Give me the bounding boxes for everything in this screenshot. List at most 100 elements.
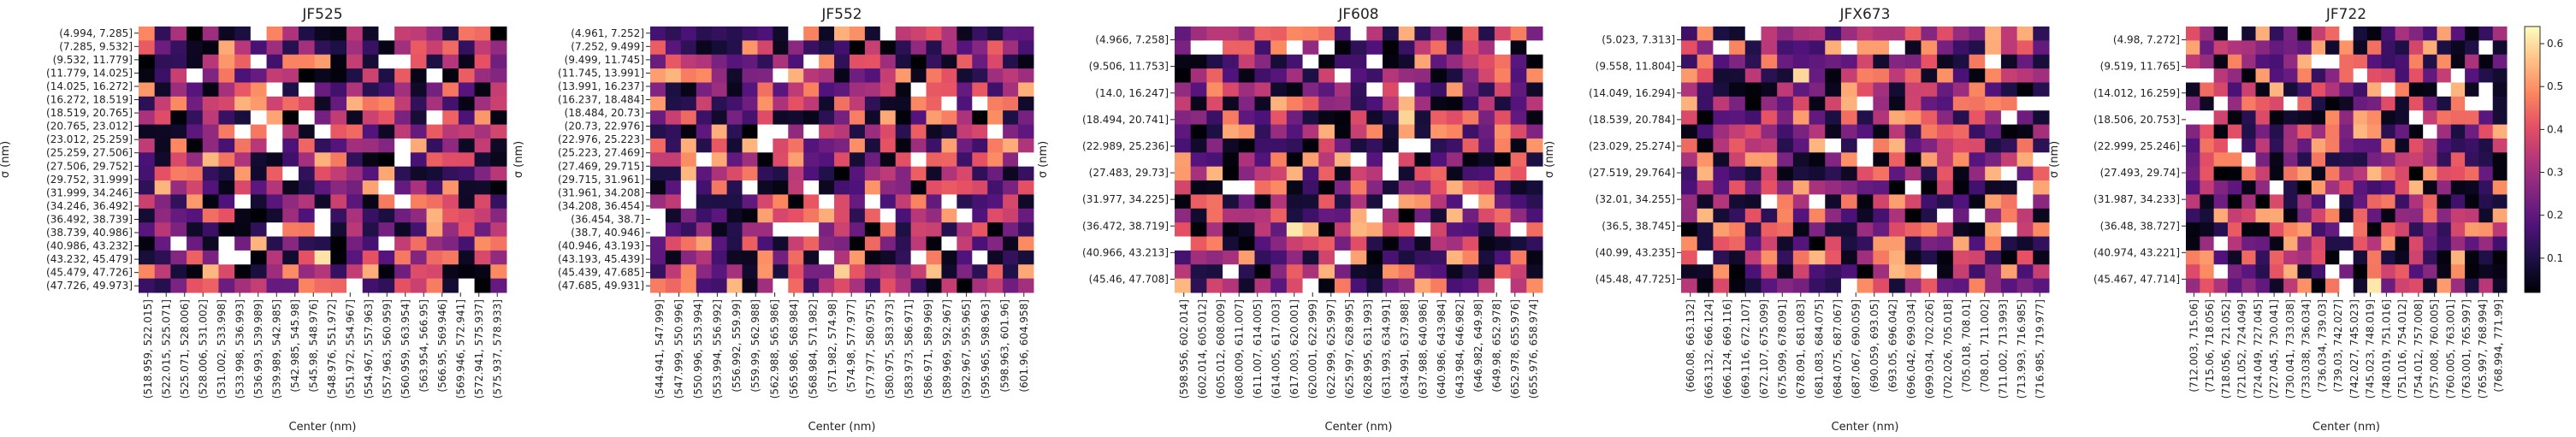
heatmap-cell [1729,68,1746,83]
heatmap-cell [1889,166,1906,181]
heatmap-cell [1713,236,1730,251]
heatmap-cell [895,250,912,265]
heatmap-cell [490,82,507,97]
heatmap-cell [1398,54,1415,69]
heatmap-cell [1238,264,1255,280]
heatmap-cell [910,166,927,181]
heatmap-cell [1969,166,1986,181]
heatmap-cell [1238,40,1255,56]
heatmap-cell [282,54,299,69]
heatmap-cell [1414,264,1431,280]
heatmap-cell [1697,124,1714,139]
heatmap-cell [1003,278,1019,293]
heatmap-cell [926,180,942,195]
heatmap-cell [234,152,252,168]
heatmap-cell [726,264,743,280]
heatmap-cell [394,264,412,280]
heatmap-cell [1254,180,1271,195]
heatmap-cell [2353,124,2368,139]
heatmap-cell [879,278,897,293]
heatmap-cell [1840,124,1858,139]
y-tick-label: (43.232, 45.479] [46,253,133,265]
heatmap-cell [234,68,252,83]
heatmap-cell [665,194,682,210]
heatmap-cell [187,166,204,181]
heatmap-cell [1383,236,1400,251]
heatmap-cell [202,124,219,139]
heatmap-cell [1430,110,1448,126]
heatmap-cell [910,27,927,41]
heatmap-cell [1334,110,1352,126]
heatmap-cell [1206,27,1223,41]
heatmap-cell [2200,68,2215,83]
heatmap-panel-jf552: JF552(4.961, 7.252](7.252, 9.499](9.499,… [512,6,1034,434]
heatmap-cell [378,138,395,153]
heatmap-cell [218,40,235,56]
heatmap-cell [2269,236,2284,251]
heatmap-cell [1969,236,1986,251]
heatmap-cell [298,278,316,293]
heatmap-cell [1254,54,1271,69]
heatmap-cell [1302,82,1319,97]
heatmap-cell [1713,40,1730,56]
heatmap-cell [1494,96,1512,111]
heatmap-cell [696,138,713,153]
heatmap-cell [426,278,443,293]
heatmap-cell [1840,166,1858,181]
heatmap-cell [1003,250,1019,265]
heatmap-cell [1889,138,1906,153]
heatmap-cell [972,250,988,265]
heatmap-cell [1510,68,1527,83]
heatmap-cell [1526,250,1543,265]
heatmap-cell [2339,264,2354,280]
heatmap-cell [1777,96,1794,111]
heatmap-cell [362,82,379,97]
heatmap-cell [1952,54,1970,69]
y-tick-label: (45.439, 47.685] [558,267,644,279]
heatmap-cell [711,180,728,195]
heatmap-cell [757,27,773,41]
heatmap-cell [2000,110,2018,126]
heatmap-cell [2366,68,2382,83]
heatmap-cell [680,138,697,153]
heatmap-cell [819,27,835,41]
heatmap-cell [1018,180,1034,195]
heatmap-cell [1302,27,1319,41]
heatmap-cell [490,96,507,111]
heatmap-cell [1223,152,1240,168]
heatmap-cell [1809,278,1826,293]
x-tick-label: (711.002, 713.993] [1997,299,2009,399]
heatmap-cell [187,54,204,69]
heatmap-cell [2492,27,2508,41]
y-tick-label: (18.494, 20.741] [1082,114,1169,126]
heatmap-cell [362,96,379,111]
heatmap-cell [187,27,204,41]
heatmap-cell [170,208,187,223]
y-tick-label: (31.987, 34.233] [2093,193,2180,205]
heatmap-cell [926,236,942,251]
heatmap-cell [282,82,299,97]
heatmap-cell [2200,40,2215,56]
heatmap-cell [726,194,743,210]
heatmap-cell [1254,208,1271,223]
heatmap-cell [1334,96,1352,111]
heatmap-cell [1206,54,1223,69]
heatmap-cell [2016,278,2034,293]
heatmap-cell [1873,138,1890,153]
heatmap-cell [2269,166,2284,181]
heatmap-cell [1462,68,1479,83]
heatmap-cell [726,278,743,293]
heatmap-cell [1223,40,1240,56]
heatmap-cell [2423,110,2437,126]
heatmap-cell [1018,27,1034,41]
heatmap-cell [1383,82,1400,97]
heatmap-cell [650,82,666,97]
heatmap-cell [1729,96,1746,111]
heatmap-cell [2016,208,2034,223]
heatmap-cell [378,27,395,41]
heatmap-cell [2465,236,2479,251]
heatmap-cell [1462,180,1479,195]
heatmap-cell [665,222,682,238]
heatmap-cell [956,278,973,293]
heatmap-cell [2241,40,2257,56]
